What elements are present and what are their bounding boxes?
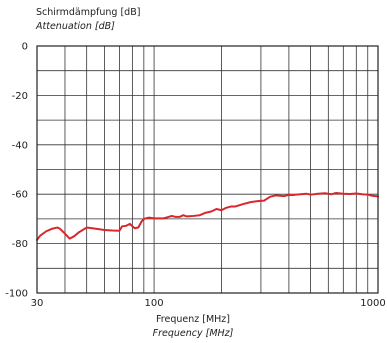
y-tick-label: 0 <box>22 42 28 53</box>
grid <box>36 45 379 294</box>
y-tick-label: -80 <box>12 239 28 250</box>
x-axis-title: Frequenz [MHz] <box>156 314 230 325</box>
y-tick-label: -20 <box>12 91 28 102</box>
y-tick-label: -40 <box>12 140 28 151</box>
y-tick-label: -100 <box>5 289 28 300</box>
x-axis-subtitle: Frequency [MHz] <box>153 328 234 339</box>
y-tick-label: -60 <box>12 190 28 201</box>
series-layer <box>36 191 379 241</box>
y-axis-subtitle: Attenuation [dB] <box>35 21 115 32</box>
attenuation-line <box>36 191 379 241</box>
plot-frame <box>36 45 379 294</box>
x-tick-label: 30 <box>31 298 44 309</box>
x-tick-label: 1000 <box>360 298 385 309</box>
x-tick-label: 100 <box>145 298 164 309</box>
y-axis-title: Schirmdämpfung [dB] <box>36 7 140 18</box>
